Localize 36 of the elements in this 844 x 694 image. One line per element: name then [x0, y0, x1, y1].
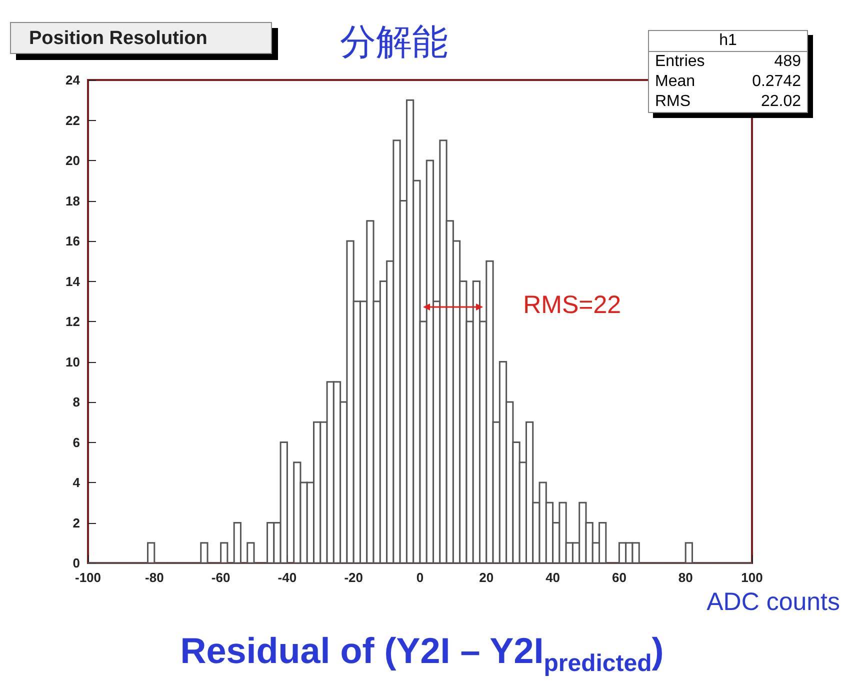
- y-tick-label: 20: [66, 153, 80, 168]
- text: 22.02: [760, 92, 802, 112]
- x-tick-label: 60: [612, 570, 626, 585]
- chart-subtitle: Position Resolution: [10, 22, 272, 54]
- annotation: RMS=22: [523, 291, 622, 320]
- x-tick-label: -60: [211, 570, 230, 585]
- annotation: 0.2742: [751, 72, 802, 92]
- y-tick-label: 12: [66, 314, 80, 329]
- x-tick-label: -80: [145, 570, 164, 585]
- y-tick-label: 24: [66, 72, 81, 88]
- x-tick-label: 0: [416, 570, 424, 585]
- x-tick-label: 100: [741, 570, 763, 585]
- y-tick-label: 10: [66, 354, 80, 370]
- y-tick-label: 4: [72, 475, 81, 490]
- y-tick-label: 0: [72, 556, 80, 570]
- y-tick-label: 18: [66, 193, 80, 208]
- x-tick-label: 20: [479, 570, 494, 585]
- x-tick-label: -40: [278, 570, 297, 585]
- x-tick-label: 40: [546, 570, 560, 585]
- y-tick-label: 8: [72, 394, 80, 410]
- y-tick-label: 6: [72, 434, 80, 450]
- annotation: Mean: [654, 72, 696, 92]
- annotation: RMS: [654, 92, 692, 112]
- text: Entries: [654, 52, 706, 72]
- text: 489: [773, 52, 802, 72]
- y-tick-label: 14: [66, 274, 81, 289]
- x-tick-label: 80: [678, 570, 693, 585]
- x-tick-label: -20: [344, 570, 363, 585]
- text: Residual of (Y2I – Y2I$_{predicted}$): [179, 630, 665, 678]
- y-tick-label: 2: [72, 515, 80, 530]
- x-axis-title: ADC counts: [706, 588, 840, 617]
- chart-title: 分解能: [340, 21, 448, 65]
- text: h1: [649, 31, 807, 52]
- y-tick-label: 22: [66, 112, 80, 128]
- x-tick-label: -100: [74, 570, 102, 585]
- y-tick-label: 16: [66, 234, 80, 248]
